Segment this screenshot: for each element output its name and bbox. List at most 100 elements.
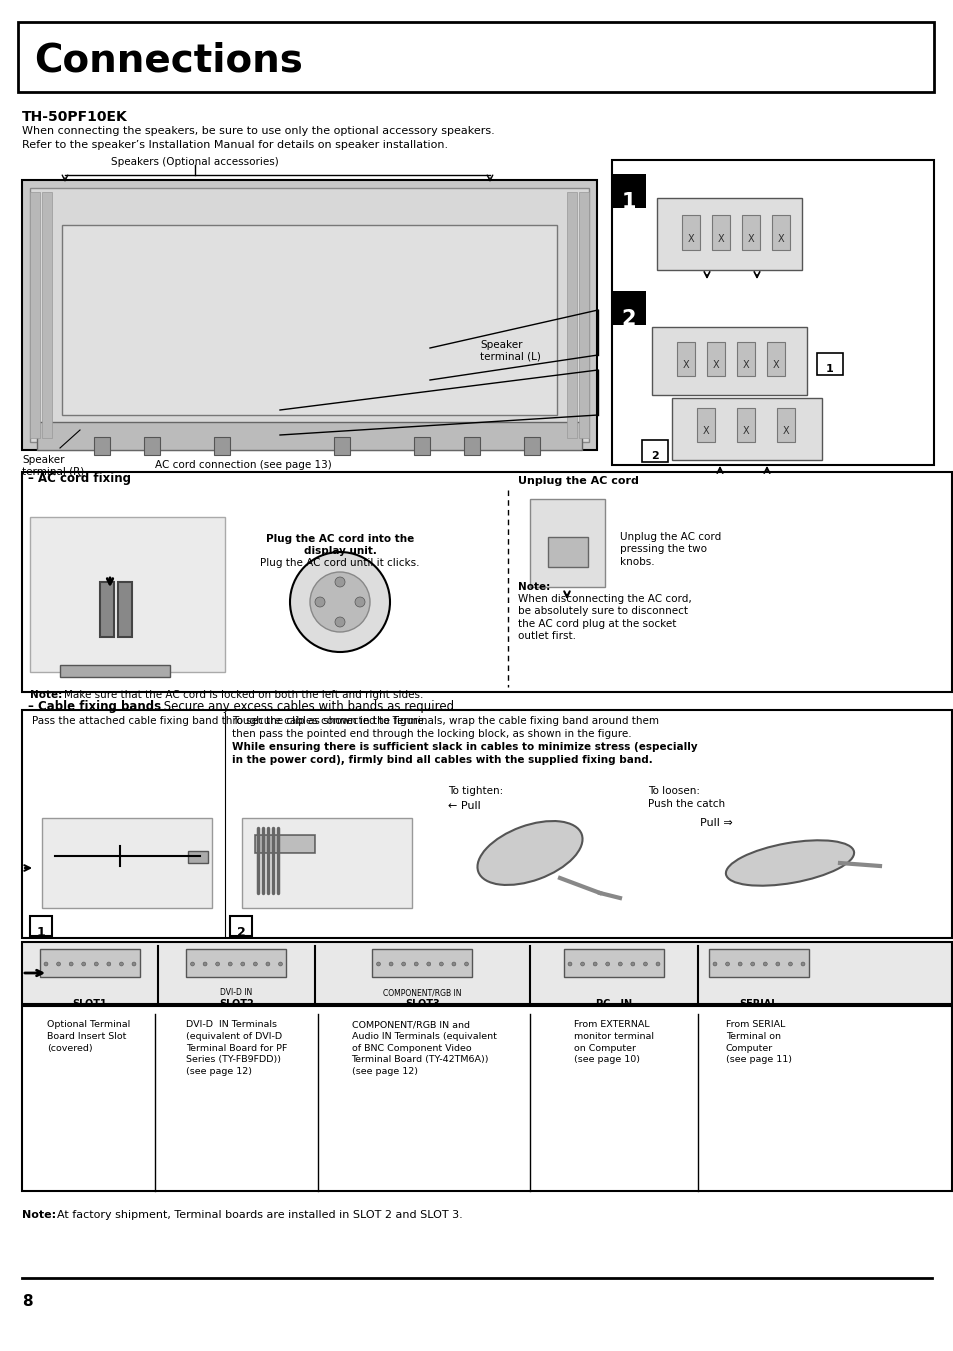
Bar xyxy=(30,916,52,936)
Text: X: X xyxy=(747,234,754,245)
Circle shape xyxy=(56,962,60,966)
Bar xyxy=(40,948,140,977)
Text: X: X xyxy=(717,234,723,245)
Circle shape xyxy=(452,962,456,966)
Circle shape xyxy=(82,962,86,966)
Text: Note:: Note: xyxy=(517,582,550,592)
Circle shape xyxy=(414,962,417,966)
Circle shape xyxy=(376,962,380,966)
Bar xyxy=(42,192,52,438)
Text: – Cable fixing bands: – Cable fixing bands xyxy=(28,700,161,713)
Bar xyxy=(213,436,230,455)
Circle shape xyxy=(228,962,232,966)
Text: Unplug the AC cord
pressing the two
knobs.: Unplug the AC cord pressing the two knob… xyxy=(619,532,720,567)
Circle shape xyxy=(107,962,111,966)
Text: X: X xyxy=(777,234,783,245)
Bar xyxy=(711,215,729,250)
Text: 1: 1 xyxy=(621,192,636,212)
Bar xyxy=(706,342,724,376)
Bar xyxy=(94,436,110,455)
Text: From EXTERNAL
monitor terminal
on Computer
(see page 10): From EXTERNAL monitor terminal on Comput… xyxy=(574,1020,654,1065)
Bar xyxy=(42,817,212,908)
Text: Plug the AC cord until it clicks.: Plug the AC cord until it clicks. xyxy=(260,558,419,567)
Bar xyxy=(30,517,225,671)
Bar xyxy=(677,342,695,376)
Ellipse shape xyxy=(725,840,853,886)
Circle shape xyxy=(426,962,431,966)
Text: 1: 1 xyxy=(36,925,46,939)
Text: Unplug the AC cord: Unplug the AC cord xyxy=(517,476,639,486)
Bar xyxy=(22,471,951,692)
Circle shape xyxy=(762,962,766,966)
Circle shape xyxy=(630,962,634,966)
Circle shape xyxy=(401,962,405,966)
Bar xyxy=(334,436,350,455)
Text: DVI-D  IN Terminals
(equivalent of DVI-D
Terminal Board for PF
Series (TY-FB9FDD: DVI-D IN Terminals (equivalent of DVI-D … xyxy=(186,1020,287,1077)
Bar xyxy=(118,582,132,638)
Bar xyxy=(566,192,577,438)
Circle shape xyxy=(712,962,717,966)
Text: When disconnecting the AC cord,
be absolutely sure to disconnect
the AC cord plu: When disconnecting the AC cord, be absol… xyxy=(517,594,691,642)
Circle shape xyxy=(464,962,468,966)
Circle shape xyxy=(750,962,754,966)
Text: Pull ⇒: Pull ⇒ xyxy=(700,817,732,828)
Text: 1: 1 xyxy=(825,363,833,374)
Bar xyxy=(22,1006,951,1192)
Bar xyxy=(671,399,821,459)
Bar xyxy=(612,290,645,326)
Circle shape xyxy=(725,962,729,966)
Bar xyxy=(651,327,806,394)
Circle shape xyxy=(335,577,345,586)
Text: TH-50PF10EK: TH-50PF10EK xyxy=(22,109,128,124)
Circle shape xyxy=(580,962,584,966)
Text: Optional Terminal
Board Insert Slot
(covered): Optional Terminal Board Insert Slot (cov… xyxy=(47,1020,130,1052)
Circle shape xyxy=(203,962,207,966)
Ellipse shape xyxy=(476,821,582,885)
Bar xyxy=(737,408,754,442)
Text: Plug the AC cord into the
display unit.: Plug the AC cord into the display unit. xyxy=(266,534,414,557)
Bar xyxy=(254,835,314,852)
Bar xyxy=(30,188,588,442)
Bar xyxy=(230,916,252,936)
Circle shape xyxy=(618,962,621,966)
Bar xyxy=(776,408,794,442)
Text: SERIAL: SERIAL xyxy=(739,998,778,1009)
Text: When connecting the speakers, be sure to use only the optional accessory speaker: When connecting the speakers, be sure to… xyxy=(22,126,495,136)
Text: COMPONENT/RGB IN: COMPONENT/RGB IN xyxy=(383,988,461,997)
Text: X: X xyxy=(772,359,779,370)
Bar xyxy=(657,199,801,270)
Circle shape xyxy=(439,962,443,966)
Text: ← Pull: ← Pull xyxy=(448,801,480,811)
Text: Speaker
terminal (L): Speaker terminal (L) xyxy=(479,340,540,362)
Circle shape xyxy=(355,597,365,607)
Circle shape xyxy=(290,553,390,653)
Circle shape xyxy=(215,962,219,966)
Bar xyxy=(22,711,951,938)
Bar xyxy=(816,353,842,376)
Bar xyxy=(60,665,170,677)
Text: 8: 8 xyxy=(22,1294,32,1309)
Text: X: X xyxy=(682,359,689,370)
Bar xyxy=(612,159,933,465)
Text: Speaker
terminal (R): Speaker terminal (R) xyxy=(22,455,84,477)
Bar xyxy=(144,436,160,455)
Bar xyxy=(681,215,700,250)
Text: Refer to the speaker’s Installation Manual for details on speaker installation.: Refer to the speaker’s Installation Manu… xyxy=(22,141,448,150)
Bar xyxy=(62,226,557,415)
Bar xyxy=(372,948,472,977)
Text: – AC cord fixing: – AC cord fixing xyxy=(28,471,131,485)
Circle shape xyxy=(69,962,73,966)
Bar xyxy=(578,192,588,438)
Circle shape xyxy=(278,962,282,966)
Circle shape xyxy=(240,962,245,966)
Bar xyxy=(737,342,754,376)
Circle shape xyxy=(567,962,572,966)
Bar xyxy=(741,215,760,250)
Bar xyxy=(530,499,604,586)
Text: At factory shipment, Terminal boards are installed in SLOT 2 and SLOT 3.: At factory shipment, Terminal boards are… xyxy=(57,1210,462,1220)
Text: 2: 2 xyxy=(621,309,636,330)
Text: Pass the attached cable fixing band through the clip as shown in the figure.: Pass the attached cable fixing band thro… xyxy=(32,716,427,725)
Text: X: X xyxy=(781,426,788,436)
Text: Make sure that the AC cord is locked on both the left and right sides.: Make sure that the AC cord is locked on … xyxy=(64,690,423,700)
Text: then pass the pointed end through the locking block, as shown in the figure.: then pass the pointed end through the lo… xyxy=(232,730,631,739)
